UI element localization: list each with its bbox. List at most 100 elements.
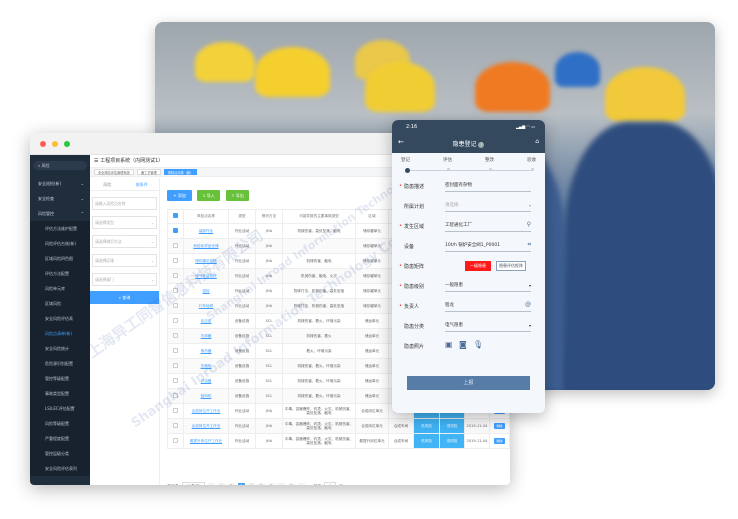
row-checkbox[interactable] <box>173 407 178 413</box>
cell-name[interactable]: 巡检 <box>183 283 229 299</box>
cell-name[interactable]: 冷却器 <box>183 328 229 344</box>
sidebar-subitem[interactable]: 风险评估台账(新) <box>30 236 90 251</box>
row-checkbox[interactable] <box>173 422 178 428</box>
cell-name[interactable]: 氨提升岗位开工作业 <box>183 433 229 449</box>
field-input[interactable]: 请选择 ▾ <box>445 201 531 212</box>
query-button[interactable]: ⌕ 查询 <box>90 291 159 304</box>
field-input[interactable]: 电气隐患 ▾ <box>445 321 531 332</box>
row-checkbox[interactable] <box>173 347 178 353</box>
camera-icon[interactable]: ◙ <box>459 340 467 349</box>
cell-name[interactable]: 反应釜 <box>183 313 229 329</box>
filter-input[interactable]: 请输入风险点名称 <box>92 197 157 210</box>
sidebar-item[interactable]: 安全检查 ⌄ <box>30 191 90 206</box>
delete-button[interactable]: 删除 <box>494 437 505 445</box>
sidebar-item[interactable]: 风险管控 ⌃ <box>30 206 90 221</box>
minimize-dot[interactable] <box>52 141 58 147</box>
sidebar-subitem[interactable]: 管控等级配置 <box>30 371 90 386</box>
row-checkbox[interactable] <box>173 332 178 338</box>
row-checkbox[interactable] <box>173 392 178 398</box>
goto-input[interactable]: 1 <box>323 482 337 485</box>
field-input[interactable]: 密封面有杂物 <box>445 181 531 192</box>
location-icon[interactable]: ⚲ <box>526 221 531 228</box>
row-checkbox[interactable] <box>173 227 178 233</box>
page-tag[interactable]: 风险点清单（新） <box>163 169 198 175</box>
sidebar-subitem[interactable]: 严重程度配置 <box>30 431 90 446</box>
export-button[interactable]: ⇪ 导出 <box>226 190 249 201</box>
sidebar-subitem[interactable]: 管控层级分类 <box>30 446 90 461</box>
sidebar-subitem[interactable]: 风险单元库 <box>30 281 90 296</box>
sidebar-subitem[interactable]: 危险源识别配置 <box>30 356 90 371</box>
sidebar-subitem[interactable]: 区域风险四色图 <box>30 251 90 266</box>
page-button[interactable]: ... <box>277 483 285 485</box>
sidebar-search[interactable]: ⌕ 风险 <box>33 161 87 170</box>
page-size-select[interactable]: 10条/页 <box>181 482 205 485</box>
row-checkbox[interactable] <box>173 317 178 323</box>
add-button[interactable]: + 添加 <box>167 190 192 201</box>
delete-button[interactable]: 删除 <box>494 422 505 430</box>
next-page-icon[interactable]: › <box>297 483 305 485</box>
field-input[interactable]: 程龙 @ <box>445 301 531 312</box>
filter-input[interactable]: 请选择区域 ⌄ <box>92 254 157 267</box>
submit-button[interactable]: 上报 <box>407 376 530 390</box>
cell-name[interactable]: 换热器 <box>183 343 229 359</box>
row-checkbox[interactable] <box>173 362 178 368</box>
filter-input[interactable]: 请选择部门 ⌄ <box>92 273 157 286</box>
cell-name[interactable]: 储存罐区检修 <box>183 253 229 269</box>
filter-tab[interactable]: 按条件 <box>124 178 159 190</box>
page-button[interactable]: 2 <box>227 483 235 485</box>
sidebar-subitem[interactable]: LS/LEC评估配置 <box>30 401 90 416</box>
sidebar-subitem[interactable]: 安全风险评估表列 <box>30 461 90 476</box>
matrix-button[interactable]: 隐患评估矩阵 <box>496 261 526 271</box>
filter-input[interactable]: 请选择辨识方法 ⌄ <box>92 235 157 248</box>
at-icon[interactable]: @ <box>525 301 531 308</box>
sidebar-subitem[interactable]: 风险等级配置 <box>30 416 90 431</box>
row-checkbox[interactable] <box>173 272 178 278</box>
field-input[interactable]: 一般隐患 ▾ <box>445 281 531 292</box>
sidebar-subitem[interactable]: 风险点清单(新) <box>30 326 90 341</box>
page-button[interactable]: 4 <box>247 483 255 485</box>
filter-input[interactable]: 请选择类型 ⌄ <box>92 216 157 229</box>
sidebar-item[interactable]: 安全巡检(新) ⌄ <box>30 176 90 191</box>
page-button[interactable]: 1 <box>217 483 225 485</box>
select-all-checkbox[interactable] <box>173 213 178 219</box>
sidebar-subitem[interactable]: 区域风险 <box>30 296 90 311</box>
image-upload-icon[interactable]: ▣ <box>445 340 453 349</box>
page-button[interactable]: 5 <box>257 483 265 485</box>
cell-name[interactable]: 合成岗位开工作业 <box>183 418 229 434</box>
field-input[interactable]: 工智通化工厂 ⚲ <box>445 221 531 232</box>
microphone-icon[interactable]: 🎙 <box>473 340 484 349</box>
page-button[interactable]: 3 <box>237 483 245 485</box>
cell-name[interactable]: 装卸作业 <box>183 223 229 239</box>
sidebar-subitem[interactable]: 安全风险统计 <box>30 341 90 356</box>
help-icon[interactable]: ? <box>478 142 485 148</box>
row-checkbox[interactable] <box>173 377 178 383</box>
row-checkbox[interactable] <box>173 302 178 308</box>
cell-name[interactable]: 合成岗位开工作业 <box>183 403 229 419</box>
page-tag[interactable]: 安全风险评估管理系统 <box>94 169 134 175</box>
cell-name[interactable]: 行车检修 <box>183 298 229 314</box>
row-checkbox[interactable] <box>173 257 178 263</box>
sidebar-subitem[interactable]: 事故类型配置 <box>30 386 90 401</box>
field-input[interactable]: 10t/h 锅炉安全阀1_P0001 ⌗ <box>445 241 531 252</box>
back-arrow-icon[interactable]: ← <box>398 138 404 146</box>
scan-icon[interactable]: ⌗ <box>527 241 531 248</box>
sidebar-subitem[interactable]: 安全风险评估表 <box>30 311 90 326</box>
close-dot[interactable] <box>40 141 46 147</box>
page-button[interactable]: 8 <box>287 483 295 485</box>
prev-page-icon[interactable]: ‹ <box>207 483 215 485</box>
cell-name[interactable]: 压缩机 <box>183 358 229 374</box>
row-checkbox[interactable] <box>173 287 178 293</box>
home-icon[interactable]: ⌂ <box>535 138 539 145</box>
sidebar-subitem[interactable]: 评估方法配置 <box>30 266 90 281</box>
cell-name[interactable]: 鼓风机 <box>183 388 229 404</box>
sidebar-subitem[interactable]: 评估方法维护配置 <box>30 221 90 236</box>
maximize-dot[interactable] <box>64 141 70 147</box>
page-tag[interactable]: 偏工艺管理 <box>136 169 161 175</box>
page-button[interactable]: 6 <box>267 483 275 485</box>
cell-name[interactable]: 滤油器 <box>183 373 229 389</box>
row-checkbox[interactable] <box>173 242 178 248</box>
cell-name[interactable]: 危险化学品仓储 <box>183 238 229 254</box>
menu-icon[interactable]: ☰ <box>94 158 99 164</box>
cell-name[interactable]: 储气柜区检修 <box>183 268 229 284</box>
filter-tab[interactable]: 风险 <box>103 182 112 187</box>
